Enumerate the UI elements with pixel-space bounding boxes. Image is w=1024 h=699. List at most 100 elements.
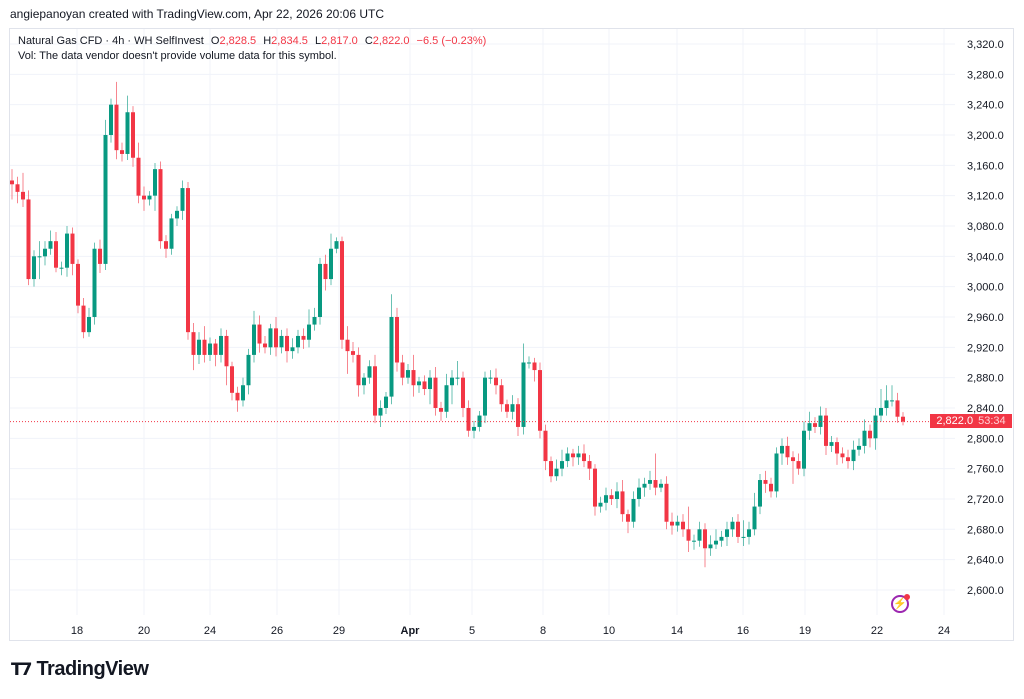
candle — [692, 534, 696, 550]
candle — [637, 478, 641, 507]
candle-body — [659, 483, 663, 488]
candle — [653, 453, 658, 496]
candle-body — [428, 377, 432, 390]
candle-body — [92, 248, 97, 317]
candle — [164, 235, 168, 258]
candle-body — [642, 483, 647, 488]
candle-body — [224, 335, 229, 367]
candle-body — [32, 256, 36, 280]
candle — [752, 492, 757, 536]
candle — [10, 169, 14, 200]
candle-body — [48, 241, 53, 249]
tradingview-logo[interactable]: 𝗧𝟳 TradingView — [11, 658, 149, 681]
candle — [384, 392, 388, 415]
candle — [884, 385, 889, 416]
candle-body — [411, 370, 416, 386]
candle — [631, 491, 636, 528]
candle-body — [263, 343, 267, 348]
candle-body — [439, 407, 443, 412]
price-tick-label: 2,920.0 — [967, 342, 1004, 354]
candle-body — [796, 461, 801, 469]
time-tick-label: 5 — [469, 625, 475, 637]
lightning-bolt-icon[interactable]: ⚡ — [891, 594, 910, 613]
candle — [15, 176, 20, 204]
candle — [98, 239, 102, 274]
price-tick-label: 3,040.0 — [967, 251, 1004, 263]
high-label: H — [263, 35, 272, 47]
candle-body — [219, 335, 223, 355]
change-value: −6.5 (−0.23%) — [416, 35, 487, 47]
candle-body — [131, 112, 135, 158]
candle — [444, 373, 449, 418]
candle-body — [43, 248, 47, 257]
candle — [488, 370, 493, 384]
candle — [609, 489, 614, 506]
candle — [378, 400, 383, 427]
candle-body — [175, 210, 179, 219]
notification-dot — [904, 594, 910, 600]
candle-body — [208, 343, 212, 355]
candle-body — [279, 335, 284, 348]
candle-body — [835, 442, 839, 454]
candle — [186, 182, 190, 340]
candle — [725, 521, 729, 546]
bar-countdown: 53:34 — [978, 415, 1006, 427]
grid-lines — [10, 29, 955, 615]
candle — [312, 307, 317, 331]
symbol-title[interactable]: Natural Gas CFD · 4h · WH SelfInvest — [18, 35, 204, 47]
candle — [230, 361, 234, 401]
candle — [571, 448, 575, 467]
candle — [202, 326, 207, 363]
candle-body — [763, 480, 768, 484]
candle-body — [730, 521, 735, 530]
candle — [505, 399, 509, 418]
candle-body — [26, 199, 31, 280]
price-tick-label: 2,720.0 — [967, 494, 1004, 506]
price-tick-label: 2,960.0 — [967, 312, 1004, 324]
candle — [362, 373, 366, 395]
candle — [114, 81, 119, 160]
candle-body — [98, 248, 102, 264]
time-tick-label: 24 — [938, 625, 950, 637]
candle — [274, 316, 278, 357]
candle-body — [246, 354, 251, 386]
candle — [395, 307, 399, 372]
candle — [890, 385, 894, 407]
candle — [686, 506, 691, 553]
candle — [125, 95, 130, 161]
candle — [428, 370, 432, 405]
candle-body — [395, 316, 399, 363]
candle — [257, 315, 262, 353]
candle — [714, 529, 718, 550]
candle — [615, 482, 619, 509]
candle-body — [747, 529, 751, 537]
candle-body — [65, 233, 69, 268]
candle-body — [857, 445, 861, 450]
candle — [477, 411, 482, 432]
candle-body — [356, 354, 361, 386]
candle-body — [670, 521, 674, 526]
candle-body — [230, 366, 234, 393]
candle-body — [10, 180, 14, 185]
candle — [582, 444, 586, 468]
candle-body — [697, 529, 702, 541]
last-price: 2,822.0 — [936, 415, 974, 427]
candle — [455, 360, 460, 386]
candle-body — [444, 385, 449, 412]
candle-body — [708, 544, 713, 549]
candle-body — [37, 256, 42, 258]
candle-body — [153, 169, 157, 196]
candle-body — [125, 112, 130, 154]
candle — [351, 342, 355, 363]
chart-credit: angiepanoyan created with TradingView.co… — [10, 7, 385, 21]
candle — [142, 186, 146, 211]
candle-body — [774, 453, 779, 492]
candle — [873, 407, 878, 450]
candle-body — [340, 241, 344, 340]
price-tick-label: 3,240.0 — [967, 100, 1004, 112]
candle — [235, 386, 240, 412]
candle-body — [505, 404, 509, 412]
time-tick-label: 10 — [603, 625, 615, 637]
candle — [763, 470, 768, 493]
